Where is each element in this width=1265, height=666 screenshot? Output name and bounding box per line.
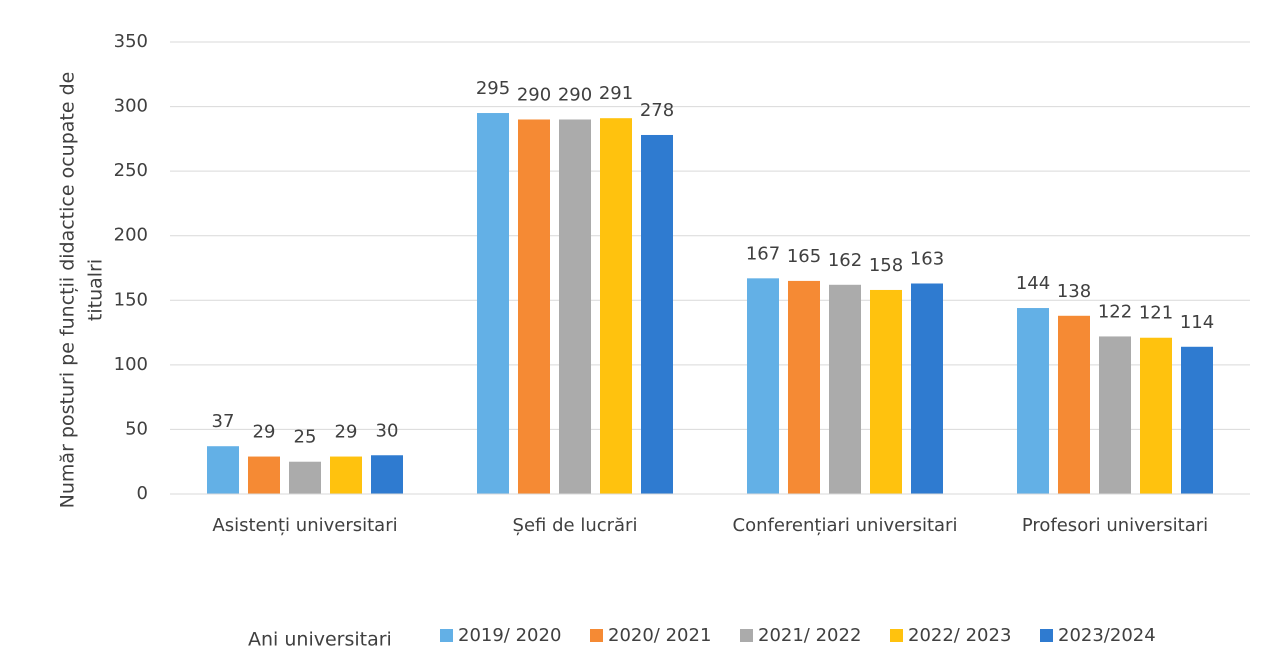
bar [207,446,239,494]
legend-swatch [590,629,603,642]
bar [641,134,673,495]
bar [600,118,632,495]
legend-swatch [1040,629,1053,642]
bar [1140,337,1172,494]
y-axis-label-line: Număr posturi pe funcții didactice ocupa… [57,72,79,509]
bar [911,283,943,494]
bar [1017,308,1049,494]
bar [1058,315,1090,494]
data-label: 30 [376,420,399,441]
bar [747,278,779,494]
data-label: 163 [910,248,944,269]
bar [1181,346,1213,494]
legend-label: 2019/ 2020 [458,625,561,646]
data-label: 29 [253,422,276,443]
legend-label: 2022/ 2023 [908,625,1011,646]
data-label: 29 [335,422,358,443]
x-tick-label: Asistenți universitari [212,515,397,536]
legend-title: Ani universitari [248,629,392,651]
bar [1099,336,1131,494]
bar [870,289,902,494]
y-tick-label: 350 [114,31,148,52]
data-label: 295 [476,78,510,99]
legend-label: 2023/2024 [1058,625,1156,646]
x-tick-label: Conferențiari universitari [733,515,958,536]
y-tick-label: 0 [137,483,148,504]
data-label: 158 [869,255,903,276]
y-tick-label: 150 [114,289,148,310]
y-axis-label-line: titualri [85,259,107,321]
data-label: 122 [1098,301,1132,322]
bar [371,455,403,494]
bar [477,113,509,495]
bar [289,461,321,494]
bar [518,119,550,494]
legend-label: 2021/ 2022 [758,625,861,646]
data-label: 144 [1016,273,1050,294]
x-tick-label: Șefi de lucrări [513,515,638,536]
bar [248,456,280,494]
data-label: 291 [599,83,633,104]
data-label: 165 [787,246,821,267]
y-tick-label: 200 [114,225,148,246]
data-label: 121 [1139,303,1173,324]
legend-swatch [440,629,453,642]
data-label: 167 [746,243,780,264]
data-label: 162 [828,250,862,271]
y-tick-label: 50 [125,418,148,439]
data-label: 138 [1057,281,1091,302]
x-tick-label: Profesori universitari [1022,515,1208,536]
bar [559,119,591,494]
data-label: 25 [294,427,317,448]
data-label: 37 [212,411,235,432]
data-label: 114 [1180,312,1214,333]
data-label: 290 [517,84,551,105]
legend-swatch [890,629,903,642]
y-axis-label: Număr posturi pe funcții didactice ocupa… [57,72,107,509]
y-tick-label: 250 [114,160,148,181]
data-label: 290 [558,84,592,105]
bar [829,284,861,494]
bar [788,280,820,494]
y-tick-label: 300 [114,96,148,117]
bar [330,456,362,494]
data-label: 278 [640,100,674,121]
legend-label: 2020/ 2021 [608,625,711,646]
y-tick-label: 100 [114,354,148,375]
legend-swatch [740,629,753,642]
